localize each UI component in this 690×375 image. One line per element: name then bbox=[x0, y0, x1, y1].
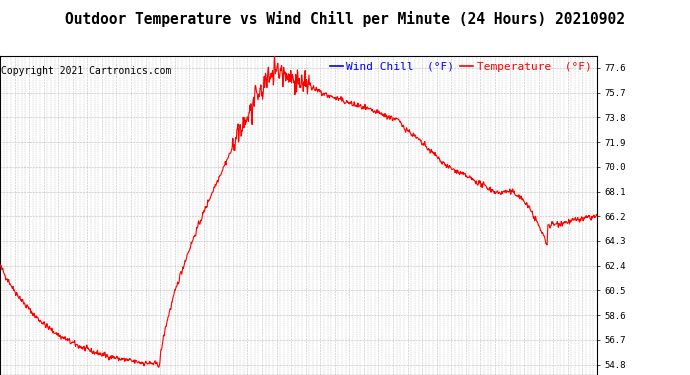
Text: Outdoor Temperature vs Wind Chill per Minute (24 Hours) 20210902: Outdoor Temperature vs Wind Chill per Mi… bbox=[65, 11, 625, 27]
Legend: Wind Chill  (°F), Temperature  (°F): Wind Chill (°F), Temperature (°F) bbox=[330, 62, 591, 72]
Text: Copyright 2021 Cartronics.com: Copyright 2021 Cartronics.com bbox=[1, 66, 172, 76]
